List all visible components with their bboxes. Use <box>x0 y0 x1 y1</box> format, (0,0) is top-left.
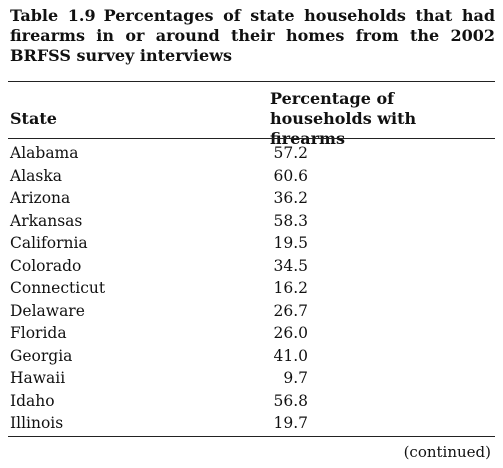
table-row: Georgia 41.0 <box>0 345 503 368</box>
state-cell: Colorado <box>10 256 82 275</box>
table-body: Alabama 57.2 Alaska 60.6 Arizona 36.2 Arkansas… <box>0 142 503 435</box>
percentage-cell: 26.0 <box>273 324 308 342</box>
percentage-cell: 56.8 <box>273 391 308 410</box>
table-row: Arkansas 58.3 <box>0 210 503 233</box>
state-cell: Hawaii <box>10 369 66 387</box>
state-cell: Delaware <box>10 301 85 320</box>
bottom-rule <box>8 436 495 437</box>
state-cell: Illinois <box>10 414 64 432</box>
column-header-state: State <box>10 109 57 128</box>
top-rule <box>8 81 495 82</box>
table-row: Idaho 56.8 <box>0 390 503 413</box>
state-cell: Idaho <box>10 391 55 410</box>
percentage-cell: 41.0 <box>273 346 308 365</box>
table-row: Arizona 36.2 <box>0 187 503 210</box>
percentage-cell: 57.2 <box>273 144 308 162</box>
state-cell: Connecticut <box>10 279 106 297</box>
table-row: Illinois 19.7 <box>0 412 503 435</box>
table-title: Percentages of state households that had… <box>10 6 495 65</box>
table-row: Colorado 34.5 <box>0 255 503 278</box>
percentage-cell: 58.3 <box>273 211 308 230</box>
column-header-percentage: Percentage of households with firearms <box>270 89 417 148</box>
percentage-cell: 26.7 <box>273 301 308 320</box>
percentage-cell: 19.7 <box>273 414 308 432</box>
table-row: Alabama 57.2 <box>0 142 503 165</box>
state-cell: Alaska <box>10 166 62 185</box>
table-caption: Table 1.9 Percentages of state households… <box>10 6 495 66</box>
state-cell: Arizona <box>10 189 71 207</box>
table-row: Florida 26.0 <box>0 322 503 345</box>
table-row: California 19.5 <box>0 232 503 255</box>
table-row: Connecticut 16.2 <box>0 277 503 300</box>
percentage-cell: 19.5 <box>273 234 308 252</box>
table-label: Table 1.9 <box>10 6 96 25</box>
table-row: Hawaii 9.7 <box>0 367 503 390</box>
state-cell: Florida <box>10 324 67 342</box>
header-rule <box>8 138 495 139</box>
percentage-cell: 9.7 <box>283 369 308 387</box>
table-row: Delaware 26.7 <box>0 300 503 323</box>
state-cell: Georgia <box>10 346 73 365</box>
state-cell: Arkansas <box>10 211 83 230</box>
state-cell: Alabama <box>10 144 79 162</box>
percentage-cell: 36.2 <box>273 189 308 207</box>
state-cell: California <box>10 234 88 252</box>
table-row: Alaska 60.6 <box>0 165 503 188</box>
percentage-cell: 60.6 <box>273 166 308 185</box>
continued-note: (continued) <box>403 443 491 461</box>
percentage-cell: 16.2 <box>273 279 308 297</box>
percentage-cell: 34.5 <box>273 256 308 275</box>
